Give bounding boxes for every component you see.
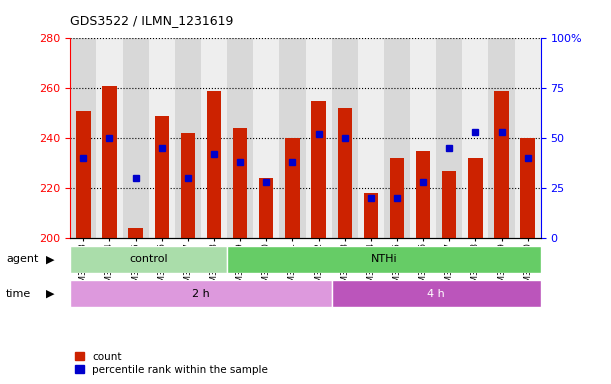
Bar	[332, 38, 358, 238]
Text: agent: agent	[6, 254, 38, 264]
Bar	[233, 128, 247, 238]
Bar	[97, 38, 123, 238]
Bar	[128, 228, 143, 238]
Bar	[227, 38, 253, 238]
Bar	[514, 38, 541, 238]
Bar	[358, 38, 384, 238]
Bar	[155, 116, 169, 238]
Bar	[410, 38, 436, 238]
Bar	[416, 151, 430, 238]
Bar	[175, 38, 201, 238]
Bar	[207, 91, 221, 238]
Bar	[521, 138, 535, 238]
Text: GDS3522 / ILMN_1231619: GDS3522 / ILMN_1231619	[70, 14, 233, 27]
Bar	[201, 38, 227, 238]
Text: NTHi: NTHi	[371, 254, 397, 264]
Bar	[384, 38, 410, 238]
Bar	[332, 280, 541, 307]
Bar	[312, 101, 326, 238]
Bar	[253, 38, 279, 238]
Text: 2 h: 2 h	[192, 289, 210, 299]
Bar	[494, 91, 509, 238]
Text: time: time	[6, 289, 31, 299]
Bar	[227, 246, 541, 273]
Bar	[463, 38, 488, 238]
Bar	[70, 280, 332, 307]
Text: control: control	[130, 254, 168, 264]
Bar	[390, 158, 404, 238]
Bar	[337, 108, 352, 238]
Text: ▶: ▶	[46, 289, 54, 299]
Text: ▶: ▶	[46, 254, 54, 264]
Bar	[76, 111, 90, 238]
Bar	[259, 178, 274, 238]
Legend: count, percentile rank within the sample: count, percentile rank within the sample	[76, 352, 268, 375]
Bar	[123, 38, 148, 238]
Bar	[70, 38, 97, 238]
Bar	[148, 38, 175, 238]
Bar	[364, 193, 378, 238]
Bar	[306, 38, 332, 238]
Bar	[102, 86, 117, 238]
Bar	[436, 38, 463, 238]
Bar	[279, 38, 306, 238]
Bar	[70, 246, 227, 273]
Bar	[468, 158, 483, 238]
Bar	[181, 133, 195, 238]
Bar	[442, 170, 456, 238]
Bar	[488, 38, 514, 238]
Bar	[285, 138, 299, 238]
Text: 4 h: 4 h	[427, 289, 445, 299]
